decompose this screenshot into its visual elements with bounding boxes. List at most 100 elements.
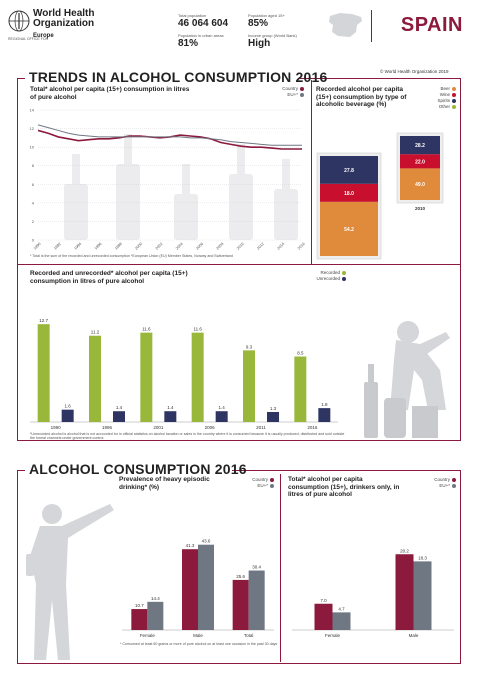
bar-recorded <box>243 350 255 422</box>
x-tick-label: 2008 <box>216 242 225 251</box>
bottle-silhouette-icon <box>64 184 88 240</box>
bar-value-label: 18.3 <box>418 555 427 560</box>
bar-unrecorded <box>61 409 74 422</box>
stat-aged: Population aged 15+ 85% <box>248 13 285 29</box>
legend-eu-dot-2 <box>270 483 274 488</box>
x-category-label: 1990 <box>51 425 62 430</box>
stack-segment-spirits <box>320 156 378 184</box>
drinking-man-silhouette-icon <box>364 321 450 438</box>
drinkers-chart: 7.0 4.7 Female 20.2 18.3 Male <box>292 548 454 638</box>
bar-eu <box>332 612 351 630</box>
x-tick-label: 1992 <box>53 242 62 251</box>
bar-recorded <box>140 332 153 422</box>
y-tick-label: 6 <box>32 182 35 187</box>
x-tick-label: 1990 <box>33 242 42 251</box>
x-tick-label: 2012 <box>256 242 265 251</box>
bar-value-label: 1.3 <box>270 406 277 411</box>
y-tick-label: 2 <box>32 219 35 224</box>
legend-spirits-dot <box>452 98 456 103</box>
stack-segment-wine <box>320 183 378 202</box>
x-category-label: 2011 <box>256 425 266 430</box>
stack-segment-spirits <box>400 136 440 155</box>
x-tick-label: 2014 <box>277 242 286 251</box>
bar-unrecorded <box>215 411 228 422</box>
series-line-eu <box>37 124 302 146</box>
legend-country-dot-3 <box>452 477 456 482</box>
who-emblem-icon <box>8 10 30 32</box>
bar-recorded <box>294 356 307 422</box>
x-tick-label: 2010 <box>236 242 245 251</box>
bottle-silhouette-icon <box>229 174 253 240</box>
bar-value-label: 9.3 <box>246 344 253 349</box>
bottle-silhouette-icon <box>116 164 140 240</box>
bar-value-label: 30.4 <box>252 565 261 570</box>
segment-value-label: 28.2 <box>415 143 425 149</box>
x-tick-label: 2000 <box>134 242 143 251</box>
bar-recorded <box>191 332 204 422</box>
bar-value-label: 10.7 <box>135 603 144 608</box>
bar-value-label: 11.2 <box>91 330 100 335</box>
legend-recorded-dot <box>342 270 346 275</box>
bar-country <box>395 554 414 630</box>
x-tick-label: 1998 <box>114 242 123 251</box>
bar-value-label: 1.4 <box>116 405 123 410</box>
stack-segment-beer <box>400 168 440 200</box>
legend-eu-dot-3 <box>452 483 456 488</box>
org-small: REGIONAL OFFICE FOR <box>8 37 49 41</box>
drinkers-chart-title: Total* alcohol per capita consumption (1… <box>288 476 400 498</box>
trends-hdivider <box>17 264 461 265</box>
recorded-chart: 12.7 1.6 1990 11.2 1.4 1996 11.6 1.4 2001 11.6 1.4… <box>30 318 338 430</box>
line-chart-legend: Country EU+* <box>240 86 304 98</box>
line-chart-title: Total* alcohol per capita (15+) consumpt… <box>30 86 190 101</box>
stack-segment-beer <box>320 201 378 256</box>
x-tick-label: 2006 <box>195 242 204 251</box>
stat-urban: Population in urban areas 81% <box>178 33 224 49</box>
x-category-label: Male <box>193 633 203 638</box>
segment-value-label: 27.8 <box>344 168 354 174</box>
bar-value-label: 8.5 <box>297 351 304 356</box>
trends-vdivider <box>311 80 312 264</box>
recorded-chart-title: Recorded and unrecorded* alcohol per cap… <box>30 270 188 285</box>
bar-recorded <box>37 324 50 422</box>
heavy-legend: Country EU+* <box>218 477 274 489</box>
bar-unrecorded <box>164 411 177 422</box>
consumption-vdivider <box>280 474 281 662</box>
x-category-label: 2006 <box>205 425 216 430</box>
bar-country <box>232 579 249 630</box>
spain-map-icon <box>329 13 362 37</box>
x-tick-label: 2004 <box>175 242 184 251</box>
x-category-label: 2001 <box>153 425 164 430</box>
bar-country <box>314 603 333 630</box>
y-tick-label: 12 <box>30 126 35 131</box>
consumption-frame-top <box>232 470 461 471</box>
bottle-neck-icon <box>182 164 190 196</box>
bar-country <box>182 549 198 630</box>
y-tick-label: 14 <box>30 108 35 113</box>
header-divider <box>371 10 372 42</box>
trend-note: * Total is the sum of the recorded and u… <box>30 254 233 258</box>
bar-value-label: 1.6 <box>65 404 72 409</box>
bar-value-label: 1.8 <box>321 402 328 407</box>
x-category-label: Female <box>325 633 341 638</box>
x-category-label: Female <box>140 633 156 638</box>
legend-beer-dot <box>452 86 456 91</box>
legend-eu-dot <box>300 92 304 97</box>
segment-value-label: 49.0 <box>415 182 425 188</box>
bar-unrecorded <box>267 411 279 422</box>
org-name: World Health Organization <box>33 8 95 29</box>
bar-value-label: 12.7 <box>39 318 48 323</box>
bar-value-label: 43.6 <box>202 539 211 544</box>
bottle-neck-icon <box>282 159 290 191</box>
trends-frame-tick <box>17 78 25 79</box>
bar-value-label: 41.3 <box>186 543 195 548</box>
stack-segment-wine <box>400 154 440 169</box>
legend-wine-dot <box>452 92 456 97</box>
stat-income: Income group (World Bank) High <box>248 33 297 49</box>
x-category-label: 1996 <box>102 425 113 430</box>
consumption-frame <box>17 470 461 664</box>
unrecorded-note: *Unrecorded alcohol is alcohol that is n… <box>30 432 345 441</box>
bar-unrecorded <box>318 408 331 422</box>
bar-value-label: 25.6 <box>236 574 245 579</box>
heavy-note: * Consumed at least 60 grams or more of … <box>120 642 278 646</box>
